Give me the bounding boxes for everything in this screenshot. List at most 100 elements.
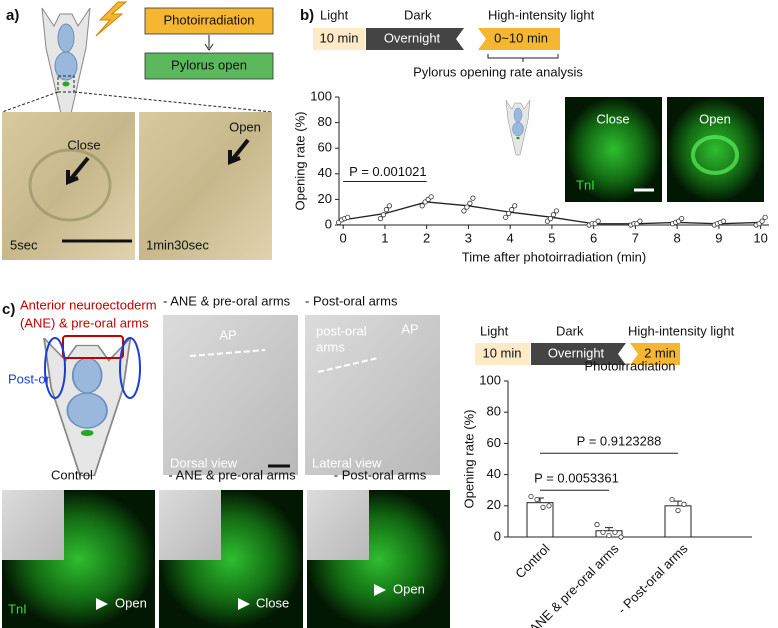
error-bar: [605, 527, 613, 531]
bracket: [487, 54, 559, 62]
x-tick-label: 7: [632, 230, 639, 245]
sample-point: [528, 493, 534, 500]
x-tick-label: - Post-oral arms: [615, 541, 691, 617]
timeline-note: Pylorus opening rate analysis: [413, 64, 583, 79]
photo-label: AP: [401, 321, 418, 336]
lightning: [95, 1, 128, 37]
x-tick-label: 10: [753, 230, 767, 245]
photo-title: Control: [51, 467, 93, 482]
flow-box: [144, 52, 274, 80]
y-tick-label: 0: [494, 528, 501, 543]
photo-time: 5sec: [10, 237, 38, 252]
sample-point: [419, 203, 425, 209]
phase: High-intensity light: [628, 323, 735, 338]
sample-point: [720, 218, 727, 224]
sample-point: [550, 212, 557, 218]
sample-point: [506, 210, 512, 217]
sample-point: [503, 214, 509, 220]
phase-box: [475, 343, 530, 365]
phase-box: [313, 28, 365, 50]
duration: Overnight: [548, 345, 605, 360]
photo-label: Open: [229, 119, 261, 134]
sample-point: [762, 214, 768, 220]
phase: High-intensity light: [488, 7, 595, 22]
photo: [565, 97, 662, 202]
cut-line: [189, 349, 266, 357]
duration: 10 min: [482, 345, 521, 360]
y-tick-label: 60: [487, 435, 501, 450]
y-tick-label: 100: [479, 372, 501, 387]
stain-label: TnI: [8, 601, 27, 616]
sample-point: [540, 504, 546, 510]
phase: Dark: [404, 7, 432, 22]
photo-label: AP: [219, 327, 236, 342]
x-tick-label: 8: [674, 230, 681, 245]
zoom-line: [73, 91, 273, 113]
photo-detail: [691, 135, 739, 175]
y-axis-label: Opening rate (%): [461, 410, 476, 509]
y-tick-label: 80: [318, 114, 332, 129]
sample-point: [470, 195, 476, 201]
x-tick-label: 5: [548, 230, 555, 245]
y-tick-label: 100: [310, 88, 332, 103]
pointer: [96, 598, 108, 610]
photo-label: Close: [256, 595, 289, 610]
photo-time: 1min30sec: [146, 237, 209, 252]
photo-label: arms: [316, 339, 345, 354]
phase-box: [531, 343, 626, 365]
cut-line: [317, 357, 379, 373]
sample-point: [612, 529, 618, 535]
sample-point: [637, 218, 643, 224]
region-label: Anterior neuroectoderm: [20, 297, 157, 312]
photo-inset: [159, 490, 221, 560]
x-tick-label: 2: [423, 230, 430, 245]
y-tick-label: 40: [487, 466, 501, 481]
x-tick-label: 9: [715, 230, 722, 245]
y-tick-label: 20: [487, 497, 501, 512]
photo-title: - ANE & pre-oral arms: [163, 293, 291, 308]
sample-point: [681, 501, 687, 507]
larva-diagram: [41, 7, 91, 119]
x-tick-label: Control: [512, 541, 552, 581]
zoom-box: [57, 75, 75, 93]
flow-text: Photoirradiation: [163, 12, 254, 27]
sample-point: [594, 521, 600, 528]
phase-box: [366, 28, 464, 50]
significance-label: P = 0.001021: [349, 164, 426, 179]
sample-point: [512, 203, 518, 209]
x-tick-label: 1: [381, 230, 388, 245]
photo-title: - Post-oral arms: [334, 467, 427, 482]
photo: [667, 97, 764, 202]
y-tick-label: 0: [325, 216, 332, 231]
significance-label: P = 0.0053361: [534, 471, 619, 486]
x-tick-label: 4: [507, 230, 514, 245]
photo-label: post-oral: [316, 323, 367, 338]
bar: [526, 502, 554, 538]
sample-point: [377, 216, 384, 222]
photo-label: Open: [699, 111, 731, 126]
sample-point: [675, 507, 681, 514]
phase-box: [478, 28, 560, 50]
photo: [163, 315, 298, 475]
sample-point: [386, 203, 393, 209]
arrow: [66, 156, 90, 185]
photo-view: Dorsal view: [170, 455, 238, 470]
pointer: [238, 598, 250, 610]
stain-label: TnI: [576, 177, 595, 192]
photo: [139, 112, 272, 260]
photo-label: Close: [67, 137, 100, 152]
panel-label: c): [2, 301, 15, 318]
zoom-line: [1, 91, 59, 113]
sample-point: [509, 207, 515, 213]
sample-point: [428, 194, 434, 200]
photo-view: Lateral view: [312, 455, 382, 470]
error-bar: [674, 500, 682, 506]
sample-point: [383, 207, 390, 213]
sample-point: [464, 204, 470, 210]
photo-title: - Post-oral arms: [305, 293, 398, 308]
sample-point: [345, 214, 351, 220]
photo-title: - ANE & pre-oral arms: [168, 467, 296, 482]
sample-point: [546, 503, 552, 509]
photo-inset: [2, 490, 64, 560]
photo: [2, 112, 135, 260]
